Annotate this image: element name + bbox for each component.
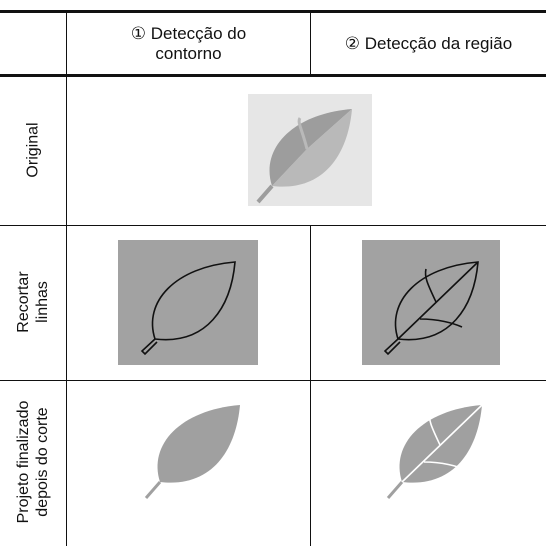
rule — [310, 10, 311, 76]
image-bg — [362, 240, 500, 365]
leaf — [386, 404, 483, 499]
leaf — [144, 405, 240, 499]
header-text: ① Detecção do contorno — [130, 23, 247, 63]
leaf — [256, 109, 352, 204]
leaf-outline — [383, 261, 479, 356]
rule — [0, 74, 546, 77]
rule — [0, 10, 546, 13]
rule — [66, 10, 67, 546]
rule — [0, 225, 546, 226]
header-cell: ① Detecção do contorno — [67, 13, 310, 74]
image-bg — [118, 240, 258, 365]
header-cell: ② Detecção da região — [311, 13, 546, 74]
header-text: ② Detecção da região — [344, 33, 513, 53]
rule — [310, 225, 311, 546]
rule — [0, 380, 546, 381]
leaf-outline — [140, 261, 236, 356]
